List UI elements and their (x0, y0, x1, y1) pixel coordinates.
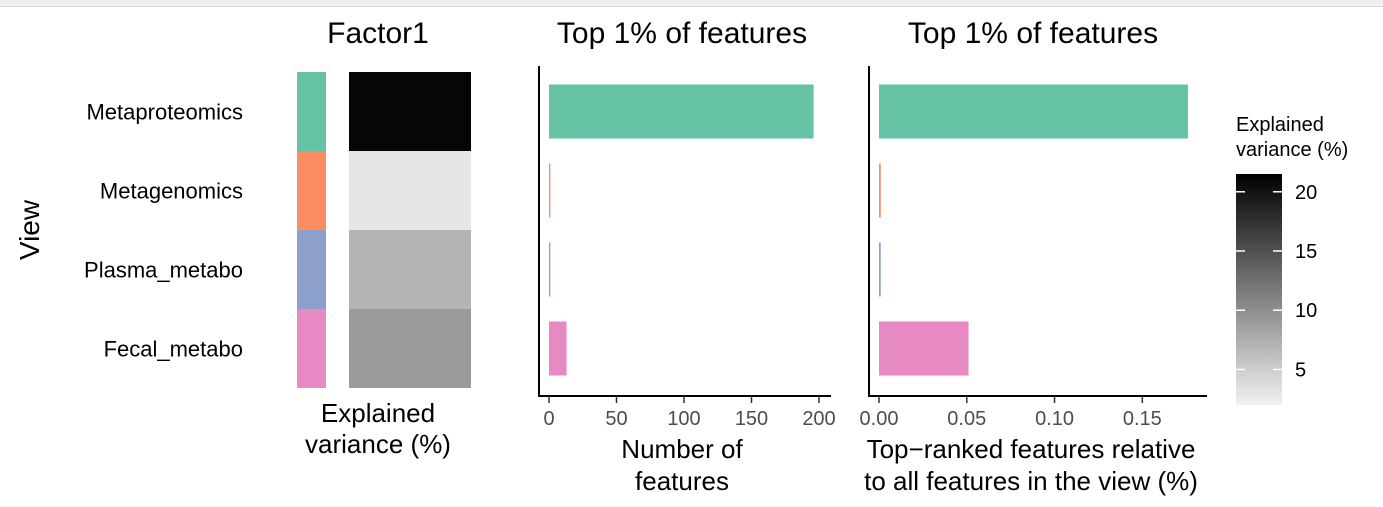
legend-tick-label: 15 (1295, 241, 1317, 263)
bar-metaproteomics (879, 84, 1188, 139)
legend-title: Explained variance (%) (1236, 114, 1348, 161)
view-label-metaproteomics: Metaproteomics (86, 100, 243, 125)
y-axis-title: View (14, 199, 45, 260)
panel3-title: Top 1% of features (908, 17, 1158, 50)
bar-plasma_metabo (879, 242, 881, 297)
legend-tick-label: 5 (1295, 359, 1306, 381)
view-color-strip-plasma_metabo (297, 230, 326, 309)
panel1-x-label: Explained variance (%) (305, 398, 451, 459)
bar-fecal_metabo (879, 321, 969, 376)
view-label-metagenomics: Metagenomics (100, 179, 243, 204)
legend-colorbar (1236, 174, 1282, 405)
panel2-x-label: Number of features (621, 434, 743, 496)
bar-metaproteomics (549, 84, 814, 139)
x-tick-label: 0.15 (1123, 408, 1162, 430)
heatmap-cell-metaproteomics (349, 72, 471, 151)
x-tick-label: 0 (543, 408, 554, 430)
panel1-title: Factor1 (327, 17, 429, 50)
bar-plasma_metabo (549, 242, 551, 297)
window-top-bar (0, 0, 1383, 7)
heatmap-cell-plasma_metabo (349, 230, 471, 309)
x-tick-label: 50 (605, 408, 627, 430)
panel3-x-label: Top−ranked features relative to all featu… (864, 434, 1198, 496)
view-color-strip-metagenomics (297, 151, 326, 230)
x-tick-label: 0.00 (860, 408, 899, 430)
view-label-fecal_metabo: Fecal_metabo (104, 337, 243, 362)
bar-metagenomics (879, 163, 881, 218)
x-tick-label: 150 (735, 408, 768, 430)
bar-metagenomics (549, 163, 551, 218)
x-tick-label: 0.05 (947, 408, 986, 430)
view-color-strip-fecal_metabo (297, 309, 326, 388)
x-tick-label: 100 (667, 408, 700, 430)
x-tick-label: 0.10 (1035, 408, 1074, 430)
x-tick-label: 200 (802, 408, 835, 430)
panel2-title: Top 1% of features (557, 17, 807, 50)
heatmap-cell-fecal_metabo (349, 309, 471, 388)
legend-tick-label: 10 (1295, 300, 1317, 322)
legend-tick-label: 20 (1295, 182, 1317, 204)
view-label-plasma_metabo: Plasma_metabo (84, 258, 243, 283)
heatmap-cell-metagenomics (349, 151, 471, 230)
bar-fecal_metabo (549, 321, 567, 376)
view-color-strip-metaproteomics (297, 72, 326, 151)
